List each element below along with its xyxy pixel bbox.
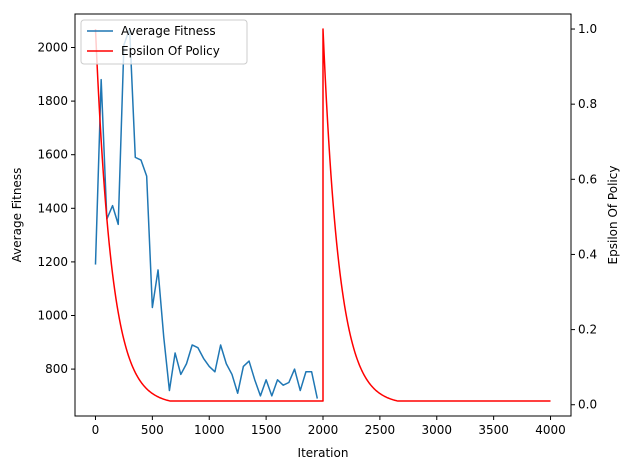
x-tick-label: 2500 xyxy=(365,423,396,437)
y-left-tick-label: 1800 xyxy=(37,94,68,108)
y-left-tick-label: 2000 xyxy=(37,41,68,55)
legend: Average Fitness Epsilon Of Policy xyxy=(80,19,248,65)
series-line-epsilon-of-policy xyxy=(94,28,551,402)
x-tick-label: 2000 xyxy=(308,423,339,437)
x-tick-label: 0 xyxy=(92,423,100,437)
y-right-tick-label: 0.2 xyxy=(578,323,597,337)
x-tick-label: 1500 xyxy=(251,423,282,437)
legend-box xyxy=(80,19,248,65)
y-left-tick-label: 1000 xyxy=(37,309,68,323)
y-axis-label-right: Epsilon Of Policy xyxy=(606,166,620,265)
x-tick-label: 1000 xyxy=(194,423,225,437)
y-left-tick-label: 800 xyxy=(45,362,68,376)
x-axis-label: Iteration xyxy=(298,446,349,460)
y-right-tick-label: 0.0 xyxy=(578,398,597,412)
legend-label: Epsilon Of Policy xyxy=(121,44,220,58)
y-right-tick-label: 1.0 xyxy=(578,22,597,36)
ticks: 0 500 1000 1500 2000 2500 3000 3500 4000 800 1000 1… xyxy=(37,22,597,437)
legend-label: Average Fitness xyxy=(121,24,216,38)
x-tick-label: 3500 xyxy=(478,423,509,437)
series-line-average-fitness xyxy=(94,27,319,399)
y-right-tick-label: 0.6 xyxy=(578,172,597,186)
x-tick-label: 4000 xyxy=(535,423,566,437)
y-left-tick-label: 1400 xyxy=(37,201,68,215)
plot-lines xyxy=(94,27,551,402)
x-tick-label: 3000 xyxy=(421,423,452,437)
x-tick-label: 500 xyxy=(141,423,164,437)
y-left-tick-label: 1200 xyxy=(37,255,68,269)
y-axis-label-left: Average Fitness xyxy=(10,168,24,263)
y-left-tick-label: 1600 xyxy=(37,148,68,162)
y-right-tick-label: 0.4 xyxy=(578,247,597,261)
y-right-tick-label: 0.8 xyxy=(578,97,597,111)
